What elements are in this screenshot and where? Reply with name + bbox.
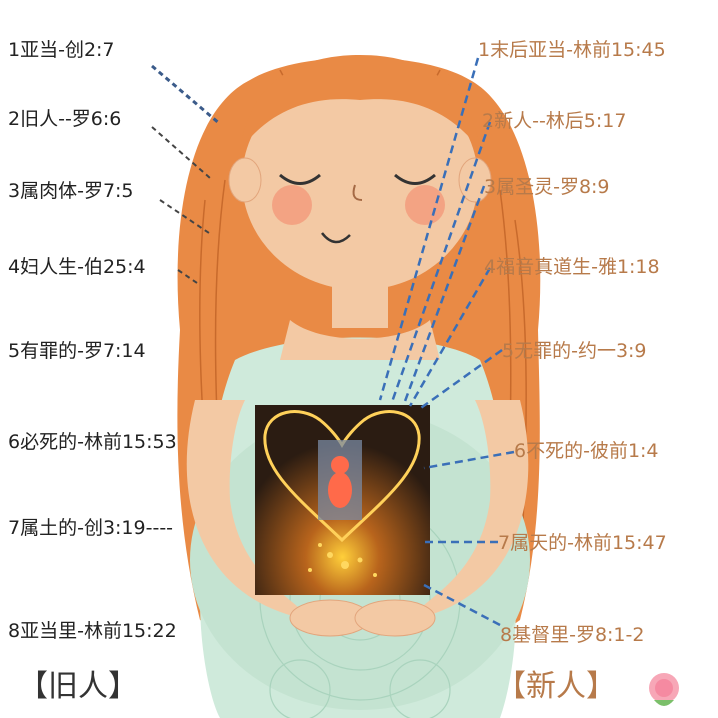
right-label-7: 7属天的-林前15:47: [498, 532, 667, 554]
right-label-8: 8基督里-罗8:1-2: [500, 624, 645, 646]
left-label-1: 1亚当-创2:7: [8, 39, 115, 61]
left-label-3: 3属肉体-罗7:5: [8, 180, 134, 202]
right-leader-lines: [378, 57, 515, 627]
right-label-2: 2新人--林后5:17: [482, 110, 627, 132]
right-label-3: 3属圣灵-罗8:9: [484, 176, 610, 198]
rose-icon: [649, 673, 679, 706]
sparkles: [308, 543, 377, 577]
left-arm: [186, 400, 310, 620]
new-man-footer-label: 【新人】: [496, 669, 616, 704]
right-label-5: 5无罪的-约一3:9: [502, 340, 647, 362]
right-label-6: 6不死的-彼前1:4: [514, 440, 659, 462]
chest: [280, 320, 440, 360]
left-label-6: 6必死的-林前15:53: [8, 431, 177, 453]
left-label-2: 2旧人--罗6:6: [8, 108, 122, 130]
face: [242, 70, 478, 290]
left-label-4: 4妇人生-伯25:4: [8, 256, 146, 278]
left-label-5: 5有罪的-罗7:14: [8, 340, 146, 362]
right-label-4: 4福音真道生-雅1:18: [484, 256, 660, 278]
left-leader-lines: [151, 64, 221, 286]
right-label-1: 1末后亚当-林前15:45: [478, 39, 666, 61]
left-label-7: 7属土的-创3:19----: [8, 517, 174, 539]
bangs: [240, 55, 480, 150]
left-label-8: 8亚当里-林前15:22: [8, 620, 177, 642]
old-man-footer-label: 【旧人】: [18, 669, 138, 704]
